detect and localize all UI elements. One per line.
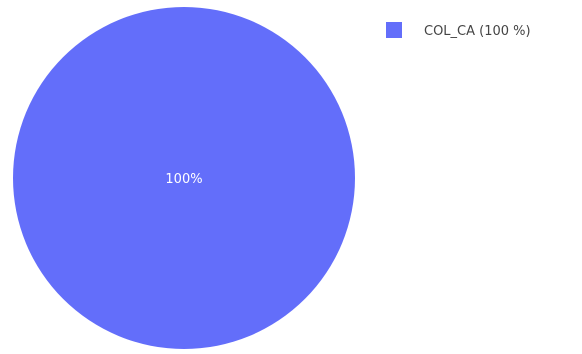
legend-label-0[interactable]: COL_CA (100 %) — [424, 24, 531, 39]
pie-slice-labels: 100% — [165, 172, 202, 187]
pie-slice-label-0: 100% — [165, 172, 202, 187]
legend-swatch-0[interactable] — [386, 22, 402, 38]
legend: COL_CA (100 %) — [386, 22, 531, 39]
pie-slices — [13, 7, 355, 349]
pie-slice-0 — [13, 7, 355, 349]
